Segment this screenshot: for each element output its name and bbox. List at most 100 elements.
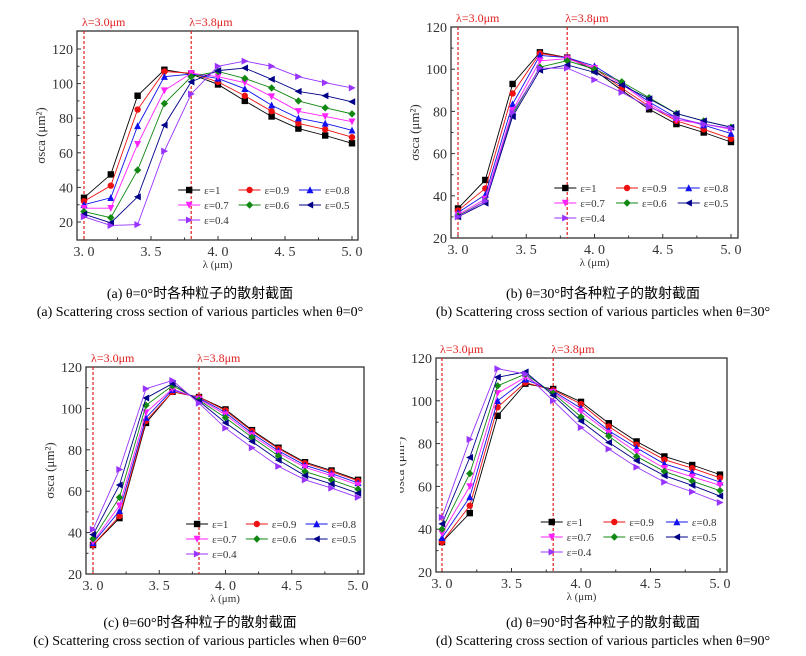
annotation-label: λ=3.0μm xyxy=(91,351,135,365)
y-tick-label: 20 xyxy=(433,232,447,247)
data-point xyxy=(328,472,335,480)
x-tick-label: 3. 5 xyxy=(501,577,522,592)
legend-marker xyxy=(561,199,569,207)
data-point xyxy=(605,439,612,447)
legend-label: ε=0.4 xyxy=(580,213,605,225)
series-ε=0.7 xyxy=(80,70,356,212)
data-point xyxy=(248,433,256,442)
legend-marker xyxy=(193,535,201,543)
data-point xyxy=(133,193,141,201)
y-tick-label: 40 xyxy=(59,181,73,196)
data-point xyxy=(107,204,115,212)
legend-marker xyxy=(185,186,193,194)
data-point xyxy=(590,68,598,76)
data-point xyxy=(301,476,309,484)
data-point xyxy=(700,117,707,125)
data-point xyxy=(354,489,362,497)
data-point xyxy=(454,213,462,221)
data-point xyxy=(716,492,724,500)
data-point xyxy=(168,381,177,390)
data-point xyxy=(716,498,724,506)
data-point xyxy=(161,147,169,155)
y-tick-label: 80 xyxy=(433,105,447,120)
data-point xyxy=(577,424,585,432)
data-point xyxy=(241,97,248,105)
data-point xyxy=(590,65,599,73)
data-point xyxy=(348,126,356,134)
data-point xyxy=(222,424,230,432)
legend-label: ε=0.5 xyxy=(325,200,350,212)
data-point xyxy=(661,456,668,463)
data-point xyxy=(577,417,585,425)
data-point xyxy=(632,457,640,465)
data-point xyxy=(321,119,329,127)
data-point xyxy=(322,132,329,139)
chart-d-svg: 20 40 60 80 100 120 3. 0 3. 5 4. 0 4. 5 5. 0 λ (μm)… xyxy=(392,342,731,603)
legend-label: ε=0.8 xyxy=(704,183,729,195)
data-point xyxy=(348,98,356,106)
y-tick-label: 80 xyxy=(59,112,73,127)
chart-c-svg: 20 40 60 80 100 120 3. 0 3. 5 4. 0 4. 5 5. 0 λ (μm)… xyxy=(42,351,369,605)
data-point xyxy=(348,140,356,147)
legend-label: ε=0.9 xyxy=(265,185,290,197)
y-tick-label: 40 xyxy=(68,527,82,542)
x-tick-label: 4. 0 xyxy=(571,577,592,592)
chart-panel-b: 20 40 60 80 100 120 3. 0 3. 5 4. 0 4. 5 5. 0 λ (μm)… xyxy=(400,0,806,275)
caption-c-cn: (c) θ=60°时各种粒子的散射截面 xyxy=(103,616,297,631)
chart-panel-d: 20 40 60 80 100 120 3. 0 3. 5 4. 0 4. 5 5. 0 λ (μm)… xyxy=(392,325,806,605)
data-point xyxy=(248,438,256,446)
series-ε=0.9 xyxy=(80,68,356,205)
chart-panel-c: 20 40 60 80 100 120 3. 0 3. 5 4. 0 4. 5 5. 0 λ (μm)… xyxy=(0,325,400,605)
data-point xyxy=(89,531,97,539)
data-point xyxy=(661,478,669,486)
data-point xyxy=(301,464,309,472)
data-point xyxy=(116,512,123,520)
annotation-label: λ=3.0μm xyxy=(456,11,500,25)
data-point xyxy=(354,485,362,493)
y-tick-label: 100 xyxy=(426,63,447,78)
legend-marker xyxy=(253,535,261,543)
series-ε=0.6 xyxy=(80,67,356,222)
data-point xyxy=(509,90,516,97)
legend-marker xyxy=(185,201,193,209)
series-ε=0.5 xyxy=(454,61,735,221)
data-point xyxy=(116,465,124,473)
y-tick-label: 100 xyxy=(61,402,82,417)
y-tick-label: 20 xyxy=(418,566,432,581)
data-point xyxy=(142,394,150,402)
data-point xyxy=(267,84,276,92)
chart-panel-a: 20 40 60 80 100 120 3. 0 3. 5 4. 0 4. 5 5. 0 λ (μm)… xyxy=(0,0,400,275)
series-ε=0.7 xyxy=(438,374,724,538)
data-point xyxy=(294,108,302,115)
legend-marker xyxy=(253,520,261,528)
legend-label: ε=0.4 xyxy=(212,549,237,561)
data-point xyxy=(268,62,276,70)
data-point xyxy=(348,118,356,126)
data-point xyxy=(438,520,446,528)
data-point xyxy=(354,481,362,489)
y-axis-label: σsca (μm²) xyxy=(42,442,57,499)
series-ε=0.4 xyxy=(438,365,724,521)
data-point xyxy=(466,454,473,462)
legend-marker xyxy=(306,186,314,194)
x-tick-label: 4. 5 xyxy=(652,243,673,258)
data-point xyxy=(673,114,681,122)
data-point xyxy=(645,103,653,111)
series-ε=0.4 xyxy=(89,376,362,533)
series-ε=0.9 xyxy=(438,379,724,546)
legend-marker xyxy=(562,214,570,222)
data-point xyxy=(348,110,356,118)
legend-label: ε=0.8 xyxy=(325,185,350,197)
series-line xyxy=(92,379,359,530)
data-point xyxy=(321,113,329,121)
legend-label: ε=0.6 xyxy=(642,198,667,210)
legend-label: ε=0.5 xyxy=(704,198,729,210)
data-point xyxy=(438,530,446,538)
legend: ε=1 ε=0.9 ε=0.8 ε=0.7 ε=0.6 ε=0.5 ε=0.4 xyxy=(178,185,350,227)
data-point xyxy=(549,391,557,399)
data-point xyxy=(508,113,516,121)
data-point xyxy=(133,166,142,174)
data-point xyxy=(268,101,276,109)
legend-label: ε=0.7 xyxy=(212,534,237,546)
data-point xyxy=(301,472,309,480)
